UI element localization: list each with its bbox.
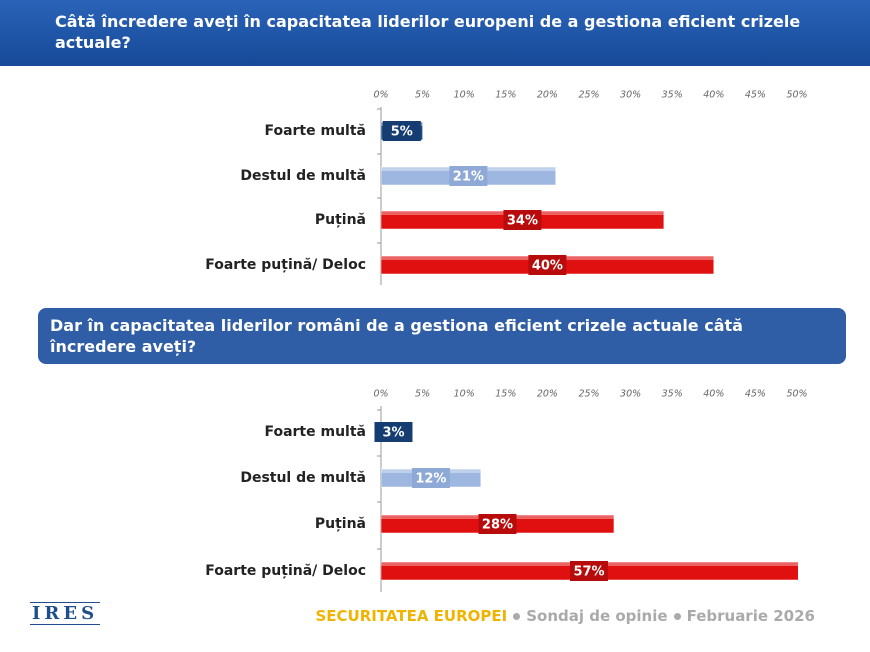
value-label-box	[382, 121, 421, 141]
category-label: Foarte multă	[264, 424, 366, 440]
value-label-box	[478, 514, 517, 534]
logo: IRES	[30, 602, 101, 625]
x-tick-label: 10%	[454, 90, 475, 101]
value-label: 3%	[382, 426, 404, 441]
x-tick-label: 50%	[786, 389, 807, 400]
x-tick-label: 5%	[415, 90, 430, 101]
value-label-box	[411, 468, 450, 488]
x-tick-label: 30%	[620, 90, 641, 101]
value-label: 40%	[532, 259, 563, 274]
x-tick-label: 50%	[786, 90, 807, 101]
method: Sondaj de opinie	[526, 607, 668, 625]
category-label: Puțină	[315, 212, 366, 228]
x-tick-label: 5%	[415, 389, 430, 400]
x-tick-label: 15%	[495, 389, 516, 400]
separator	[513, 612, 521, 620]
category-label: Destul de multă	[240, 470, 366, 486]
x-tick-label: 45%	[745, 389, 766, 400]
title-box: Dar în capacitatea liderilor români de a…	[38, 308, 846, 364]
x-tick-label: 20%	[537, 389, 558, 400]
value-label-box	[374, 422, 413, 442]
x-tick-label: 25%	[578, 389, 599, 400]
value-label: 28%	[482, 518, 513, 533]
x-tick-label: 35%	[662, 90, 683, 101]
x-tick-label: 25%	[578, 90, 599, 101]
x-tick-label: 10%	[454, 389, 475, 400]
value-label-box	[503, 210, 542, 230]
x-tick-label: 40%	[703, 389, 724, 400]
value-label-box	[449, 166, 488, 186]
x-tick-label: 0%	[373, 90, 388, 101]
category-label: Foarte puțină/ Deloc	[205, 257, 366, 273]
category-label: Foarte multă	[264, 123, 366, 139]
value-label: 12%	[415, 472, 446, 487]
x-tick-label: 30%	[620, 389, 641, 400]
value-label-box	[570, 561, 608, 581]
category-label: Destul de multă	[240, 168, 366, 184]
x-tick-label: 35%	[662, 389, 683, 400]
value-label: 21%	[453, 170, 484, 185]
category-label: Puțină	[315, 516, 366, 532]
footer: SECURITATEA EUROPEI Sondaj de opinie Feb…	[315, 607, 815, 625]
title-banner: Câtă încredere aveți în capacitatea lide…	[0, 0, 870, 66]
value-label-box	[528, 255, 567, 275]
value-label: 34%	[507, 214, 538, 229]
chart-title: Dar în capacitatea liderilor români de a…	[50, 316, 743, 356]
value-label: 57%	[573, 565, 604, 580]
x-tick-label: 15%	[495, 90, 516, 101]
category-label: Foarte puțină/ Deloc	[205, 563, 366, 579]
x-tick-label: 40%	[703, 90, 724, 101]
x-tick-label: 45%	[745, 90, 766, 101]
separator	[673, 612, 681, 620]
date: Februarie 2026	[686, 607, 815, 625]
survey-name: SECURITATEA EUROPEI	[315, 607, 508, 625]
bar-highlight	[381, 562, 798, 566]
x-tick-label: 20%	[537, 90, 558, 101]
chart-title: Câtă încredere aveți în capacitatea lide…	[55, 12, 801, 52]
value-label: 5%	[391, 125, 413, 140]
x-tick-label: 0%	[373, 389, 388, 400]
